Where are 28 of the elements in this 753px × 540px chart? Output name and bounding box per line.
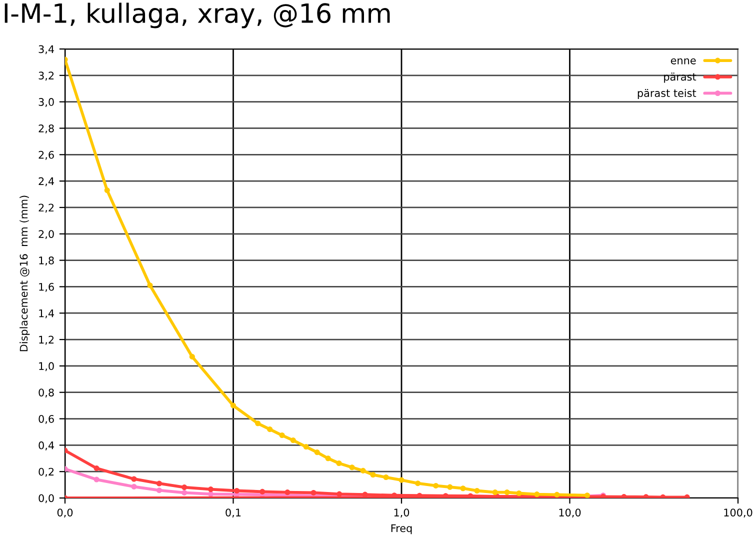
chart-title: I-M-1, kullaga, xray, @16 mm (4, 2, 390, 28)
y-tick-label: 3,4 (38, 45, 54, 54)
y-tick-label: 1,8 (39, 256, 54, 266)
y-tick-label: 0,4 (38, 441, 54, 450)
legend-label: pärast teist (638, 88, 696, 100)
y-tick-label: 2,4 (38, 177, 54, 186)
y-tick-label: 2,2 (38, 204, 54, 213)
x-axis-title: Freq (391, 524, 412, 534)
y-tick-label: 2,6 (38, 150, 54, 160)
y-tick-label: 1,0 (39, 362, 54, 372)
y-tick-label: 2,8 (38, 124, 54, 134)
y-tick-label: 0,6 (38, 414, 54, 424)
y-tick-label: 1,6 (39, 282, 54, 292)
y-tick-label: 1,2 (39, 336, 54, 345)
x-tick-label: 1,0 (394, 508, 410, 518)
x-tick-label: 100,0 (724, 508, 752, 518)
y-tick-label: 2,0 (38, 230, 54, 240)
y-axis-title: Displacement @16 mm (mm) (20, 196, 30, 352)
y-tick-label: 1,4 (39, 309, 54, 318)
y-tick-label: 3,2 (38, 72, 54, 81)
x-tick-label: 10,0 (559, 508, 581, 518)
y-tick-label: 0,0 (38, 494, 54, 504)
x-tick-label: 0,1 (226, 508, 241, 518)
x-tick-label: 0,0 (57, 508, 73, 518)
legend-label: enne (670, 58, 696, 64)
y-tick-label: 3,0 (38, 98, 54, 107)
y-tick-label: 0,2 (38, 468, 54, 477)
y-tick-label: 0,8 (38, 388, 54, 398)
